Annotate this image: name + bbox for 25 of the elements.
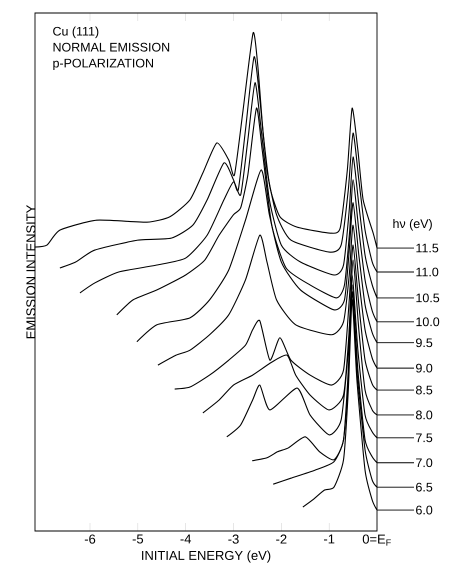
legend-label: 11.5 — [416, 244, 438, 252]
x-tick-label: -4 — [180, 534, 192, 544]
annotation: p-POLARIZATION — [53, 58, 154, 70]
chart-title: Cu (111) — [53, 26, 98, 38]
legend-title: hν (eV) — [393, 218, 432, 231]
x-tick-label: -3 — [228, 534, 239, 544]
x-tick-label: -5 — [132, 534, 144, 544]
legend-label: 8.0 — [416, 410, 432, 420]
legend-label: 9.5 — [416, 338, 432, 348]
x-tick-label: 0=E$_{F}$ — [362, 534, 391, 546]
x-tick-label: -2 — [276, 534, 286, 544]
annotation: NORMAL EMISSION — [54, 42, 170, 52]
legend-label: 6.0 — [416, 506, 432, 514]
x-axis-title: INITIAL ENERGY (eV) — [142, 550, 270, 563]
legend-label: 11.0 — [416, 268, 438, 276]
legend-label: 9.0 — [416, 364, 432, 373]
x-tick-label: -1 — [324, 534, 334, 544]
legend-label: 6.5 — [416, 482, 432, 492]
legend-label: 10.5 — [416, 293, 440, 302]
legend-label: 7.0 — [416, 458, 432, 468]
y-axis-title: EMISSION INTENSITY — [26, 204, 36, 338]
legend-label: 7.5 — [416, 434, 432, 442]
legend-label: 8.5 — [416, 386, 432, 394]
x-tick-label: -6 — [84, 534, 96, 544]
legend-label: 10.0 — [416, 317, 440, 326]
